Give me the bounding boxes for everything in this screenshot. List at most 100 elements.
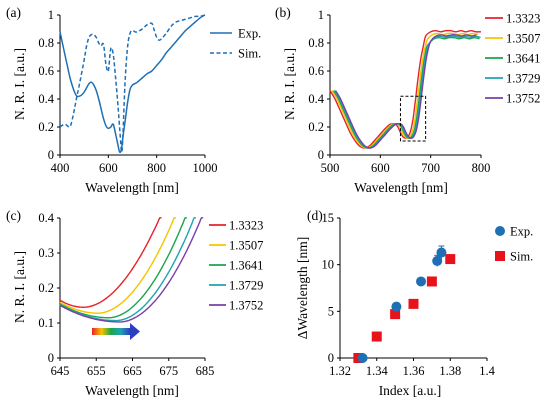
series-line-sim (59, 14, 206, 153)
legend-label: 1.3507 (506, 32, 540, 46)
y-tick-label: 0 (48, 351, 54, 365)
x-tick-label: 1000 (193, 161, 218, 175)
panel-c-label: (c) (6, 208, 21, 223)
panel-d-label: (d) (307, 208, 323, 223)
x-tick-label: 645 (51, 364, 70, 378)
x-tick-label: 1.4 (479, 364, 495, 378)
panel-d-ylabel: ΔWavelength [nm] (295, 237, 310, 339)
panel-b-xlabel: Wavelength [nm] (354, 180, 448, 195)
sim-point (426, 276, 437, 287)
y-tick-label: 10 (322, 258, 335, 272)
legend-label: 1.3752 (229, 299, 263, 313)
panel-b-plot (329, 29, 482, 149)
wavelength-shift-arrowhead (130, 323, 140, 340)
panel-a-legend: Exp. Sim. (210, 27, 261, 61)
y-tick-label: 0.4 (38, 211, 54, 225)
y-tick-label: 0 (318, 148, 324, 162)
wavelength-shift-gradient (92, 328, 130, 335)
exp-point (436, 247, 447, 258)
y-tick-label: 0.2 (38, 120, 54, 134)
panel-d-legend: Exp. Sim. (495, 225, 533, 264)
y-tick-label: 0.4 (308, 92, 324, 106)
legend-label: Exp. (510, 225, 533, 239)
series-line-1.3752 (334, 34, 477, 149)
y-tick-label: 0.8 (308, 36, 324, 50)
y-tick-label: 0 (328, 351, 334, 365)
exp-point (391, 301, 402, 312)
panel-b-ylabel: N. R. I. [a.u.] (282, 48, 297, 120)
legend-label: 1.3729 (229, 279, 263, 293)
panel-b-legend: 1.3323 1.3507 1.3641 1.3729 1.3752 (485, 12, 540, 106)
panel-c-plot (59, 216, 204, 323)
panel-c-legend: 1.3323 1.3507 1.3641 1.3729 1.3752 (209, 219, 263, 313)
panel-a-ylabel: N. R. I. [a.u.] (12, 48, 27, 120)
x-tick-label: 600 (99, 161, 118, 175)
series-line-1.3641 (59, 216, 188, 319)
x-tick-label: 800 (147, 161, 166, 175)
y-tick-label: 0.3 (38, 246, 54, 260)
series-line-1.3729 (333, 35, 481, 149)
legend-label: Sim. (510, 250, 533, 264)
x-tick-label: 600 (371, 161, 390, 175)
sim-point (390, 309, 401, 320)
panel-c-xlabel: Wavelength [nm] (85, 383, 179, 398)
panel-d-xlabel: Index [a.u.] (379, 383, 442, 398)
legend-label: Sim. (238, 47, 261, 61)
sim-point (408, 298, 419, 309)
legend-label: 1.3729 (506, 72, 540, 86)
sim-point (371, 331, 382, 342)
panel-a-label: (a) (6, 5, 21, 20)
legend-label: 1.3323 (229, 219, 263, 233)
y-tick-label: 1 (48, 8, 54, 22)
x-tick-label: 1.38 (439, 364, 461, 378)
y-tick-label: 0.6 (308, 64, 324, 78)
y-tick-label: 15 (322, 211, 335, 225)
panel-b-label: (b) (275, 5, 291, 20)
x-tick-label: 675 (159, 364, 178, 378)
y-tick-label: 5 (328, 304, 334, 318)
legend-marker-exp (495, 226, 505, 236)
panel-a-xlabel: Wavelength [nm] (85, 180, 179, 195)
panel-b: (b) 500 600 700 800 0 0.2 0.4 0.6 0.8 1 Wavelengt… (275, 5, 540, 195)
series-line-exp (59, 14, 206, 154)
x-tick-label: 655 (87, 364, 106, 378)
exp-point (416, 276, 427, 287)
panel-c-ylabel: N. R. I. [a.u.] (12, 251, 27, 323)
x-tick-label: 700 (421, 161, 440, 175)
legend-label: 1.3641 (506, 52, 540, 66)
sim-point (445, 254, 456, 265)
legend-marker-sim (495, 251, 505, 261)
panel-b-axes: 500 600 700 800 0 0.2 0.4 0.6 0.8 1 (308, 8, 490, 175)
panel-d-axes: 1.32 1.34 1.36 1.38 1.4 0 5 10 15 (322, 211, 496, 378)
panel-c: (c) 645 655 665 675 685 0 0.1 0.2 0.3 0.4 Wavelen… (6, 208, 263, 398)
panel-a-axes: 400 600 800 1000 0 0.2 0.4 0.6 0.8 1 (38, 8, 217, 175)
y-tick-label: 0 (48, 148, 54, 162)
panel-d: (d) 1.32 1.34 1.36 1.38 1.4 0 5 10 15 Index [a.u… (295, 208, 533, 398)
panel-a-plot (59, 14, 206, 154)
x-tick-label: 500 (321, 161, 340, 175)
panel-c-axes: 645 655 665 675 685 0 0.1 0.2 0.3 0.4 (38, 211, 214, 378)
x-tick-label: 1.36 (403, 364, 425, 378)
legend-label: Exp. (238, 27, 261, 41)
x-tick-label: 400 (51, 161, 70, 175)
x-tick-label: 800 (472, 161, 491, 175)
y-tick-label: 0.8 (38, 36, 54, 50)
panel-a: (a) 400 600 800 1000 0 0.2 0.4 0.6 0.8 1 Waveleng… (6, 5, 261, 195)
x-tick-label: 1.32 (329, 364, 351, 378)
y-tick-label: 0.6 (38, 64, 54, 78)
series-line-1.3323 (59, 216, 162, 309)
y-tick-label: 0.2 (38, 281, 54, 295)
y-tick-label: 0.1 (38, 316, 54, 330)
x-tick-label: 1.34 (366, 364, 389, 378)
series-line-1.3752 (59, 216, 204, 323)
series-line-1.3507 (59, 216, 177, 314)
x-tick-label: 685 (196, 364, 215, 378)
y-tick-label: 1 (318, 8, 324, 22)
y-tick-label: 0.4 (38, 92, 54, 106)
series-line-1.3729 (59, 216, 197, 322)
y-tick-label: 0.2 (308, 120, 324, 134)
legend-label: 1.3323 (506, 12, 540, 26)
panel-d-plot (353, 245, 456, 363)
exp-point (357, 353, 368, 363)
